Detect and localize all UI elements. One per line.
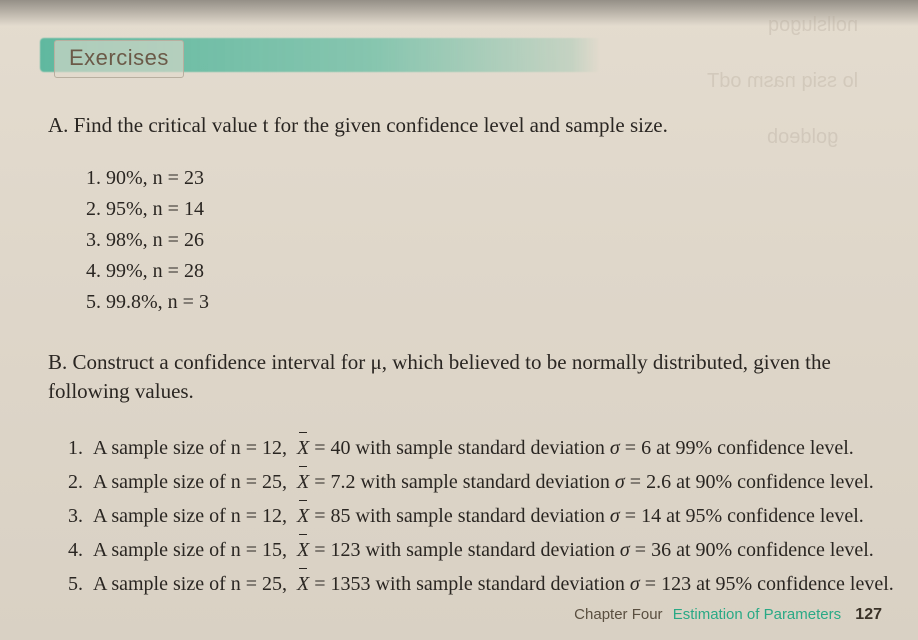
list-item: 2. A sample size of n = 25, X = 7.2 with… [68, 465, 888, 499]
list-item: 1. A sample size of n = 12, X = 40 with … [68, 431, 888, 465]
list-item: 1. 90%, n = 23 [86, 163, 888, 194]
section-b-intro: B. Construct a confidence interval for μ… [48, 348, 888, 405]
exercises-heading: Exercises [69, 45, 169, 70]
page-top-shadow [0, 0, 918, 26]
list-item: 2. 95%, n = 14 [86, 194, 888, 225]
chapter-label: Chapter Four [574, 606, 662, 623]
list-item: 4. 99%, n = 28 [86, 256, 888, 287]
list-item: 5. 99.8%, n = 3 [86, 287, 888, 318]
page-number: 127 [855, 606, 882, 623]
bleed-through-text: lo ssiq nasm odT [707, 70, 858, 93]
textbook-page: nollslugoq lo ssiq nasm odT goldeob Exer… [0, 0, 918, 640]
section-a-list: 1. 90%, n = 23 2. 95%, n = 14 3. 98%, n … [86, 163, 888, 318]
list-item: 5. A sample size of n = 25, X = 1353 wit… [68, 567, 888, 601]
list-item: 4. A sample size of n = 15, X = 123 with… [68, 533, 888, 567]
list-item: 3. 98%, n = 26 [86, 225, 888, 256]
chapter-title: Estimation of Parameters [673, 606, 841, 623]
section-a-intro: A. Find the critical value t for the giv… [48, 112, 888, 139]
list-item: 3. A sample size of n = 12, X = 85 with … [68, 499, 888, 533]
section-b-list: 1. A sample size of n = 12, X = 40 with … [68, 431, 888, 601]
exercises-heading-box: Exercises [54, 40, 184, 78]
page-footer: Chapter Four Estimation of Parameters 12… [574, 606, 882, 624]
